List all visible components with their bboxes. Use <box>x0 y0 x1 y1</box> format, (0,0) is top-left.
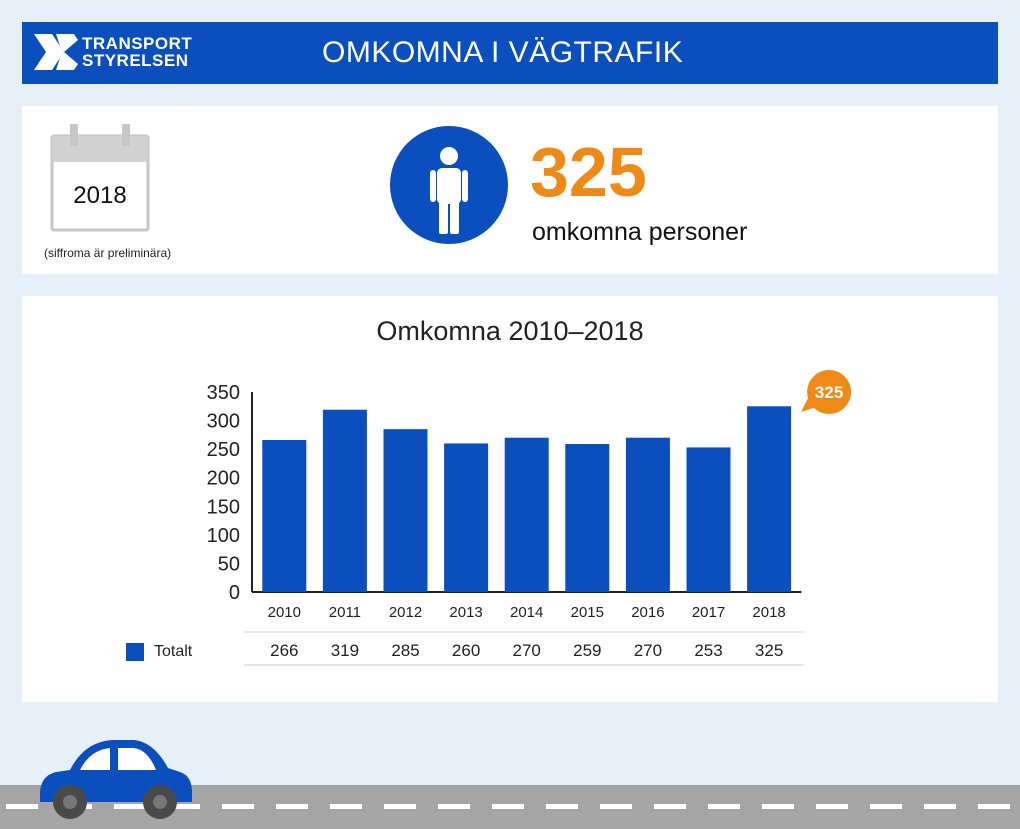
summary-panel: 2018 (siffroma är preliminära) 325 omkom… <box>22 106 998 274</box>
y-tick-label: 100 <box>207 525 240 547</box>
bar <box>686 447 731 592</box>
legend-label: Totalt <box>154 643 193 660</box>
road-dash <box>708 804 740 809</box>
x-tick-label: 2011 <box>329 604 361 621</box>
bar <box>322 409 367 592</box>
highlight-bubble <box>807 370 852 414</box>
fatalities-count: 325 <box>530 133 647 211</box>
logo-text: TRANSPORT STYRELSEN <box>82 35 192 69</box>
y-tick-label: 0 <box>229 582 240 604</box>
x-tick-label: 2014 <box>510 604 543 621</box>
bar <box>625 437 670 592</box>
x-tick-label: 2015 <box>571 604 604 621</box>
person-icon <box>390 126 508 244</box>
table-value: 260 <box>452 641 480 660</box>
y-tick-label: 150 <box>207 496 240 518</box>
fatalities-label: omkomna personer <box>532 218 748 246</box>
bar <box>565 444 610 592</box>
road-dash <box>762 804 794 809</box>
road-dash <box>330 804 362 809</box>
road-dash <box>870 804 902 809</box>
header-bar: TRANSPORT STYRELSEN OMKOMNA I VÄGTRAFIK <box>22 22 998 84</box>
table-value: 270 <box>634 641 662 660</box>
bar <box>504 437 549 592</box>
road-dash <box>114 804 146 809</box>
table-value: 325 <box>755 641 783 660</box>
road-dash <box>6 804 38 809</box>
road-dash <box>276 804 308 809</box>
bar-chart: 0 50 100 150 200 250 300 350 2010 266 2011 319 2012 2… <box>207 370 852 666</box>
bar <box>262 440 307 592</box>
road-dash <box>924 804 956 809</box>
road-dash <box>816 804 848 809</box>
table-value: 270 <box>513 641 541 660</box>
road-dash <box>492 804 524 809</box>
road-dash <box>384 804 416 809</box>
x-tick-label: 2013 <box>449 604 482 621</box>
y-tick-label: 350 <box>207 382 240 404</box>
x-tick-label: 2012 <box>389 604 422 621</box>
road-dash <box>222 804 254 809</box>
y-tick-label: 250 <box>207 439 240 461</box>
x-tick-label: 2018 <box>752 604 785 621</box>
road-dash <box>978 804 1010 809</box>
table-value: 285 <box>391 641 419 660</box>
x-tick-label: 2016 <box>631 604 664 621</box>
bar <box>383 429 428 592</box>
table-value: 259 <box>573 641 601 660</box>
table-value: 253 <box>694 641 722 660</box>
x-tick-label: 2010 <box>268 604 301 621</box>
transportstyrelsen-logo-icon <box>34 34 78 70</box>
x-tick-label: 2017 <box>692 604 725 621</box>
y-tick-label: 200 <box>207 468 240 490</box>
bar <box>747 406 792 592</box>
road-dash <box>546 804 578 809</box>
y-tick-label: 50 <box>218 553 240 575</box>
table-value: 266 <box>270 641 298 660</box>
highlight-value: 325 <box>815 383 843 402</box>
car-icon <box>40 740 192 819</box>
logo-line-1: TRANSPORT <box>82 34 193 53</box>
logo-line-2: STYRELSEN <box>82 51 189 70</box>
chart-panel: Omkomna 2010–2018 0 50 100 150 200 250 300 350 2… <box>22 296 998 702</box>
preliminary-note: (siffroma är preliminära) <box>44 246 172 260</box>
calendar-year: 2018 <box>73 182 127 209</box>
legend-swatch <box>126 643 144 661</box>
calendar-icon: 2018 <box>50 124 150 232</box>
road-dash <box>438 804 470 809</box>
y-tick-label: 300 <box>207 411 240 433</box>
bar <box>444 443 489 592</box>
highlight-bubble-tail <box>801 396 820 412</box>
road-dash <box>654 804 686 809</box>
road-dash <box>168 804 200 809</box>
chart-title: Omkomna 2010–2018 <box>376 316 644 346</box>
table-value: 319 <box>331 641 359 660</box>
road-dash <box>600 804 632 809</box>
page-title: OMKOMNA I VÄGTRAFIK <box>322 36 684 69</box>
